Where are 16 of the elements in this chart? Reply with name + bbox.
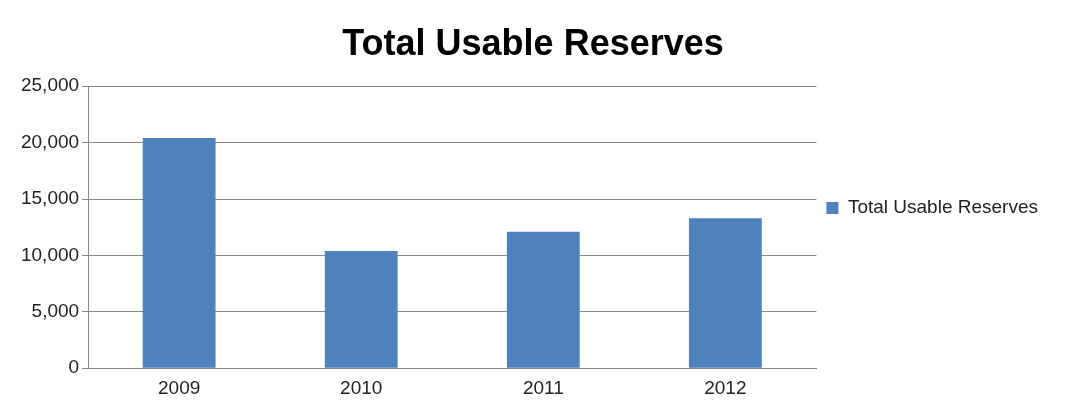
y-tick-label: 5,000: [31, 300, 80, 322]
y-tick-label: 15,000: [20, 187, 80, 209]
bar: [324, 250, 398, 368]
y-tick-label: 10,000: [20, 243, 80, 265]
x-tick-label: 2012: [704, 376, 747, 398]
x-tick-label: 2010: [340, 376, 383, 398]
y-tick-label: 0: [68, 356, 80, 378]
legend-label: Total Usable Reserves: [847, 196, 1039, 218]
bar: [688, 218, 762, 368]
y-tick-label: 20,000: [20, 130, 80, 152]
chart-title: Total Usable Reserves: [342, 21, 724, 63]
x-tick-label: 2009: [158, 376, 201, 398]
bar: [506, 231, 580, 368]
bar: [142, 138, 216, 368]
x-tick-label: 2011: [522, 376, 564, 398]
y-tick-label: 25,000: [20, 74, 80, 96]
